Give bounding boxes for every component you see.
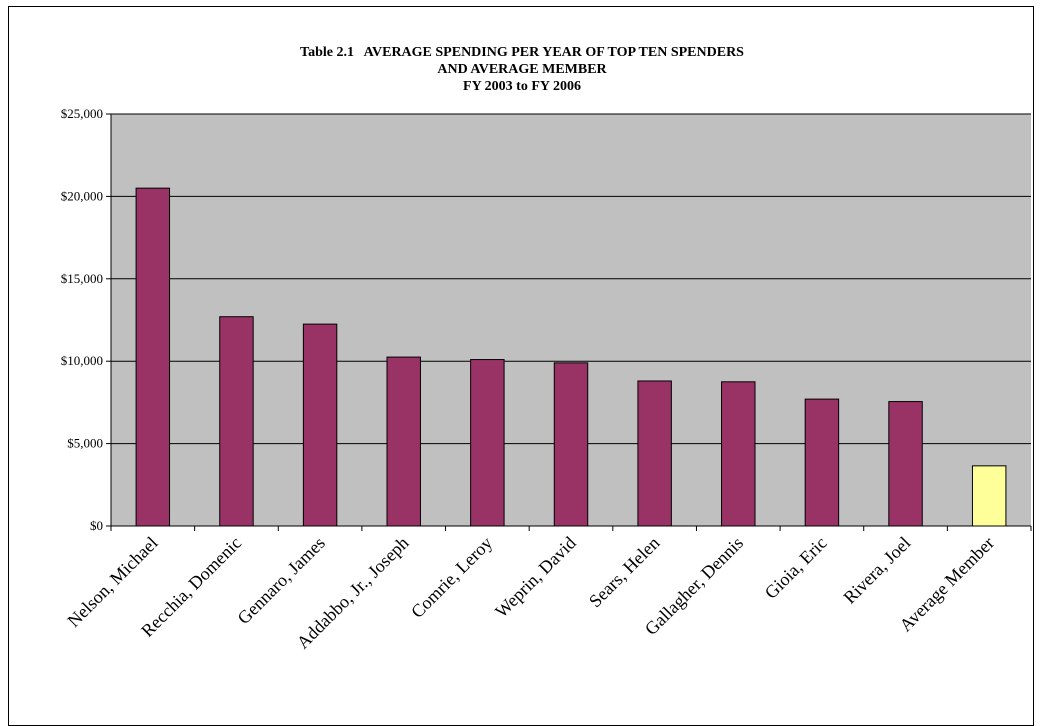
y-tick-label: $0	[90, 518, 103, 533]
chart-title: Table 2.1 AVERAGE SPENDING PER YEAR OF T…	[0, 44, 1044, 95]
bar	[721, 381, 756, 527]
x-category-label: Sears, Helen	[585, 533, 663, 611]
y-tick-label: $20,000	[61, 188, 103, 203]
chart-title-line-3: FY 2003 to FY 2006	[463, 79, 581, 94]
bar	[804, 398, 840, 527]
x-category-label: Comrie, Leroy	[407, 533, 496, 622]
bar	[219, 316, 254, 527]
y-tick-label: $5,000	[67, 436, 103, 451]
y-tick-label: $15,000	[61, 271, 103, 286]
bar	[637, 380, 672, 527]
x-category-label: Gennaro, James	[233, 533, 328, 628]
y-tick-label: $25,000	[61, 106, 103, 121]
x-category-label: Gioia, Eric	[761, 533, 831, 603]
x-category-label: Weprin, David	[491, 533, 580, 622]
bar	[553, 362, 589, 527]
bar	[135, 187, 171, 527]
bar	[888, 401, 923, 527]
bar	[470, 359, 505, 527]
x-category-label: Rivera, Joel	[839, 533, 914, 608]
bar	[302, 323, 338, 527]
bar	[386, 356, 421, 527]
bar-average-member	[971, 465, 1007, 527]
chart-title-line-1: Table 2.1 AVERAGE SPENDING PER YEAR OF T…	[300, 45, 744, 60]
y-tick-label: $10,000	[61, 353, 103, 368]
chart-title-line-2: AND AVERAGE MEMBER	[437, 62, 607, 77]
